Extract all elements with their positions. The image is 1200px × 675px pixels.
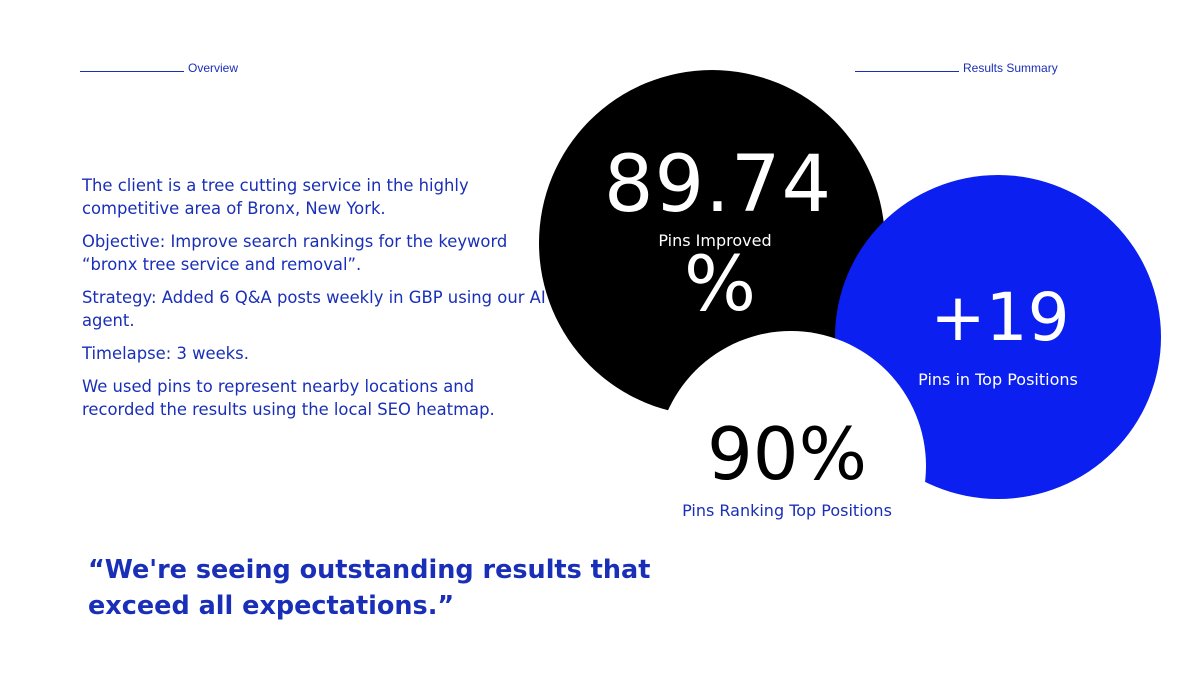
overview-paragraph-timelapse: Timelapse: 3 weeks. [82, 344, 249, 363]
stat-pins-ranking-label: Pins Ranking Top Positions [682, 501, 892, 520]
stat-pins-top-positions-value: +19 [930, 279, 1070, 356]
results-summary-section-label: Results Summary [855, 60, 1058, 76]
overview-paragraph-method: We used pins to represent nearby locatio… [82, 377, 495, 419]
results-summary-divider [855, 70, 959, 72]
overview-paragraph-strategy: Strategy: Added 6 Q&A posts weekly in GB… [82, 288, 546, 330]
stat-pins-improved-value: 89.74 [603, 140, 833, 230]
stat-pins-top-positions-label: Pins in Top Positions [918, 370, 1078, 389]
stat-pins-ranking-value: 90% [706, 412, 868, 496]
results-summary-label-text: Results Summary [963, 61, 1058, 75]
overview-divider [80, 70, 184, 72]
overview-section-label: Overview [80, 60, 238, 76]
overview-text-block: The client is a tree cutting service in … [82, 174, 552, 431]
stat-circle-white [656, 331, 926, 601]
testimonial-quote: “We're seeing outstanding results that e… [88, 555, 651, 621]
stat-pins-improved-percent-sign: % [683, 239, 757, 328]
stat-pins-improved-label: Pins Improved [658, 231, 772, 250]
overview-paragraph-client: The client is a tree cutting service in … [82, 176, 469, 218]
overview-paragraph-objective: Objective: Improve search rankings for t… [82, 232, 508, 274]
overview-label-text: Overview [188, 61, 239, 75]
